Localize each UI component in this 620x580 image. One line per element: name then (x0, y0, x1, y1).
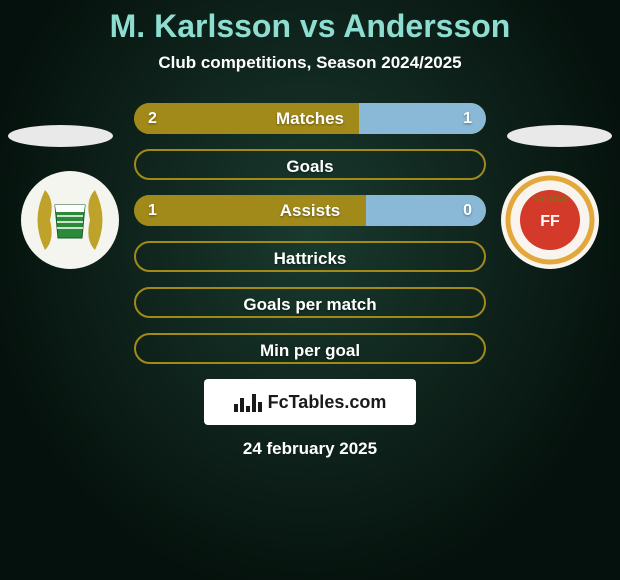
subtitle: Club competitions, Season 2024/2025 (158, 53, 461, 73)
stat-row: Goals per match (134, 287, 486, 318)
stat-value-right: 0 (463, 195, 472, 226)
page-title: M. Karlsson vs Andersson (110, 8, 511, 45)
date-text: 24 february 2025 (243, 439, 377, 459)
club-crest-left (20, 170, 120, 270)
stat-label: Goals per match (136, 289, 484, 318)
stat-row: Hattricks (134, 241, 486, 272)
stat-value-left: 2 (148, 103, 157, 134)
stat-label: Assists (134, 195, 486, 226)
stat-label: Min per goal (136, 335, 484, 364)
avatar-disc-left (8, 125, 113, 147)
stat-row: Assists1 0 (134, 195, 486, 226)
stat-value-left: 1 (148, 195, 157, 226)
stat-label: Hattricks (136, 243, 484, 272)
stat-label: Matches (134, 103, 486, 134)
branding-text: FcTables.com (268, 392, 387, 413)
chart-icon (234, 392, 262, 412)
stat-label: Goals (136, 151, 484, 180)
club-crest-right: KALMAR FF (500, 170, 600, 270)
content: M. Karlsson vs Andersson Club competitio… (0, 0, 620, 580)
stats-container: Matches21GoalsAssists10HattricksGoals pe… (134, 103, 486, 364)
stat-row: Min per goal (134, 333, 486, 364)
svg-text:KALMAR: KALMAR (533, 195, 568, 204)
branding-badge: FcTables.com (204, 379, 416, 425)
stat-value-right: 1 (463, 103, 472, 134)
avatar-disc-right (507, 125, 612, 147)
stat-row: Goals (134, 149, 486, 180)
svg-text:FF: FF (540, 213, 560, 230)
stat-row: Matches2 1 (134, 103, 486, 134)
